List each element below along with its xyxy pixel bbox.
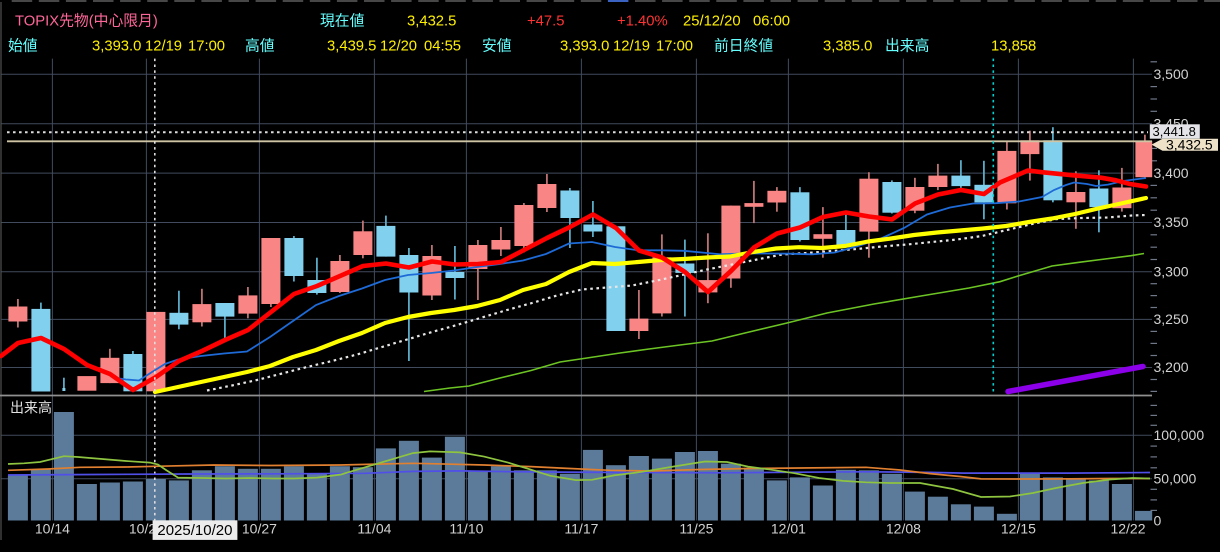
svg-text:3,200: 3,200: [1154, 359, 1189, 375]
svg-text:13,858: 13,858: [991, 39, 1036, 55]
svg-text:10/14: 10/14: [35, 521, 70, 537]
svg-text:04:55: 04:55: [424, 39, 461, 55]
svg-text:3,393.0: 3,393.0: [560, 39, 609, 55]
svg-text:出来高: 出来高: [10, 400, 52, 416]
svg-text:0: 0: [1154, 513, 1162, 529]
svg-text:10/27: 10/27: [242, 521, 277, 537]
svg-text:3,432.5: 3,432.5: [1166, 137, 1213, 153]
svg-text:17:00: 17:00: [188, 39, 225, 55]
svg-text:100,000: 100,000: [1154, 427, 1205, 443]
svg-text:11/25: 11/25: [679, 521, 713, 537]
svg-text:3,300: 3,300: [1154, 264, 1189, 280]
svg-text:出来高: 出来高: [885, 38, 929, 55]
svg-text:12/08: 12/08: [886, 521, 921, 537]
svg-text:2025/10/20: 2025/10/20: [157, 522, 232, 539]
svg-text:12/19: 12/19: [613, 39, 650, 55]
svg-text:11/10: 11/10: [449, 521, 483, 537]
svg-text:3,432.5: 3,432.5: [407, 14, 456, 30]
svg-text:安値: 安値: [482, 38, 512, 55]
svg-text:3,441.8: 3,441.8: [1153, 124, 1196, 139]
svg-text:12/19: 12/19: [145, 39, 182, 55]
svg-text:3,250: 3,250: [1154, 311, 1189, 327]
svg-text:50,000: 50,000: [1154, 470, 1197, 486]
svg-text:+47.5: +47.5: [527, 14, 564, 30]
svg-text:12/20: 12/20: [380, 39, 417, 55]
svg-text:3,350: 3,350: [1154, 214, 1189, 230]
svg-text:+1.40%: +1.40%: [617, 14, 668, 30]
svg-text:25/12/20: 25/12/20: [683, 14, 741, 30]
svg-text:11/04: 11/04: [357, 521, 391, 537]
svg-text:12/22: 12/22: [1110, 521, 1145, 537]
svg-text:始値: 始値: [8, 38, 38, 55]
svg-text:3,439.5: 3,439.5: [327, 39, 376, 55]
svg-text:3,500: 3,500: [1154, 66, 1189, 82]
svg-text:TOPIX先物(中心限月): TOPIX先物(中心限月): [15, 13, 158, 30]
svg-text:12/01: 12/01: [771, 521, 806, 537]
svg-text:3,393.0: 3,393.0: [92, 39, 141, 55]
svg-text:前日終値: 前日終値: [714, 38, 773, 55]
svg-text:17:00: 17:00: [656, 39, 693, 55]
svg-text:12/15: 12/15: [1001, 521, 1036, 537]
svg-text:3,400: 3,400: [1154, 165, 1189, 181]
svg-text:11/17: 11/17: [564, 521, 598, 537]
svg-text:現在値: 現在値: [320, 13, 365, 30]
svg-text:高値: 高値: [245, 38, 275, 55]
svg-text:06:00: 06:00: [753, 14, 790, 30]
svg-text:3,385.0: 3,385.0: [823, 39, 872, 55]
